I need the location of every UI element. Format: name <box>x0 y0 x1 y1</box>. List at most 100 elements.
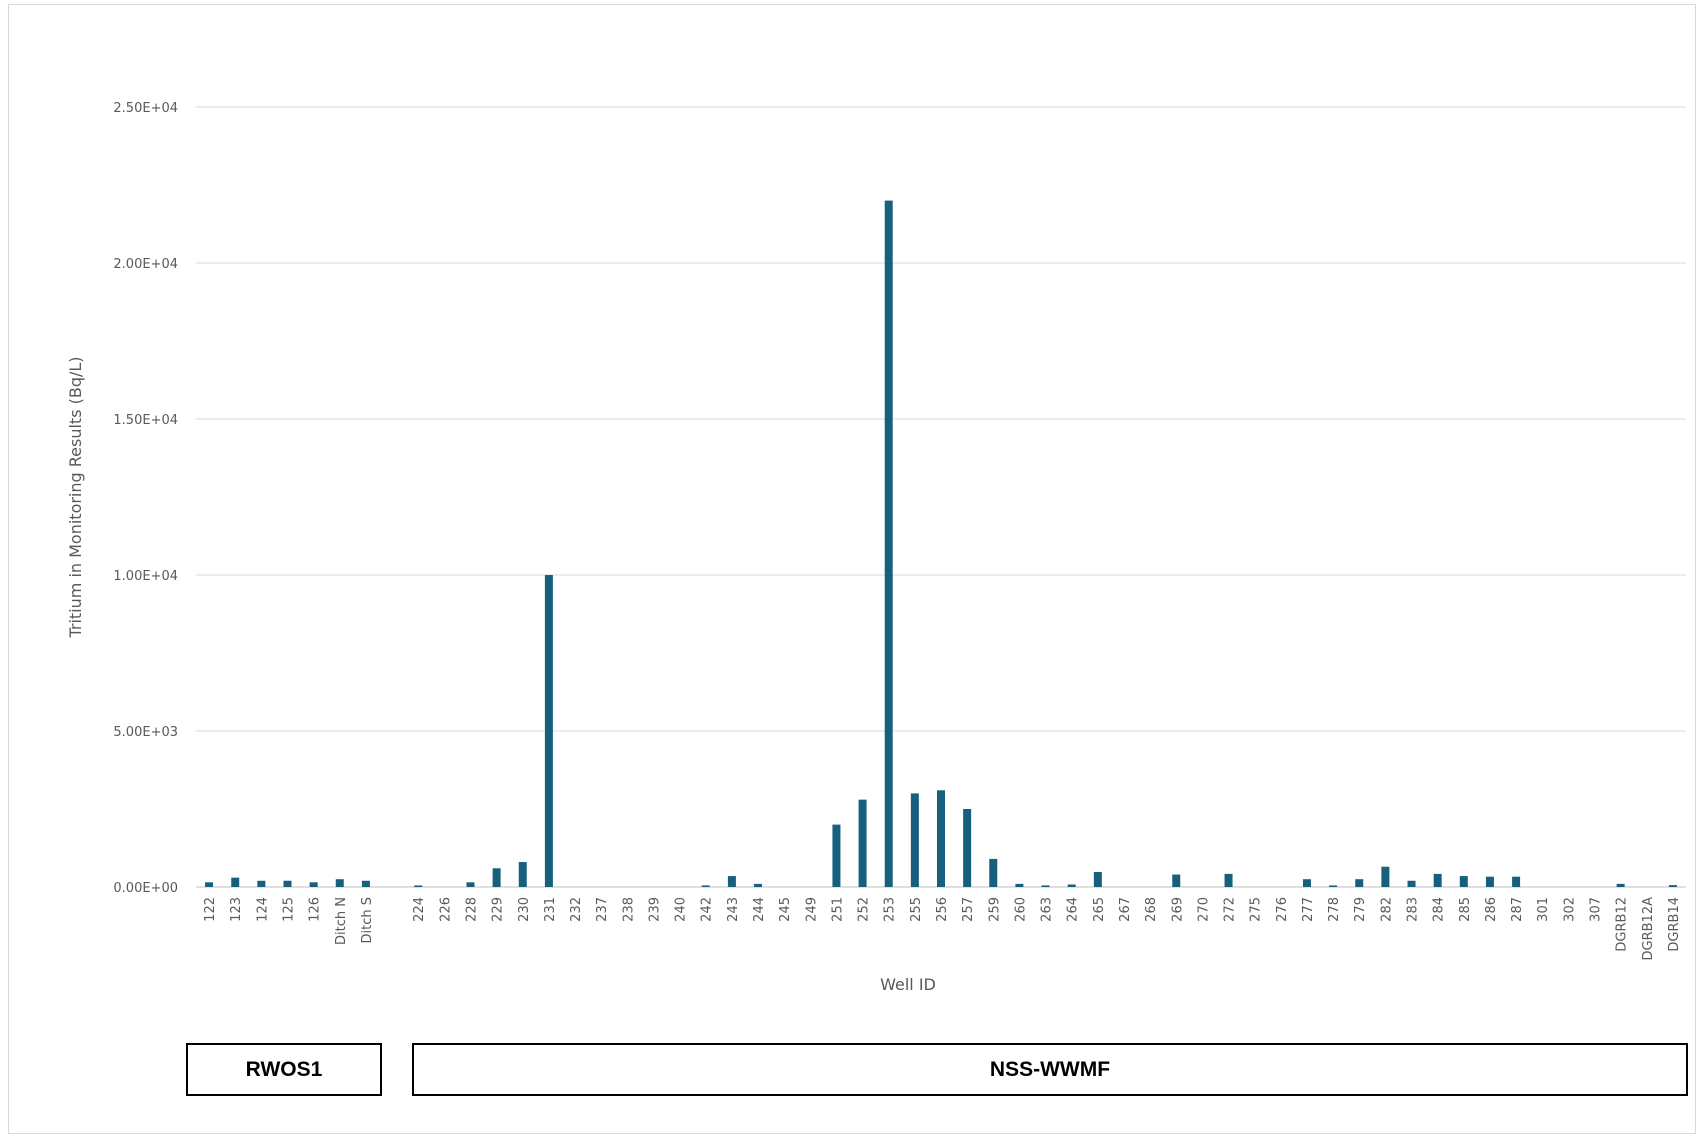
bar <box>205 882 214 887</box>
bar <box>963 809 972 887</box>
x-tick-label: 307 <box>1589 897 1604 922</box>
x-tick-label: DGRB12 <box>1615 897 1630 952</box>
x-tick-label: 259 <box>987 897 1002 922</box>
bar <box>361 880 370 887</box>
x-tick-label: 265 <box>1092 897 1107 922</box>
bar <box>1093 872 1102 887</box>
bar <box>1329 885 1338 887</box>
group-label-rwos1: RWOS1 <box>245 1057 323 1081</box>
bar <box>701 885 710 887</box>
x-tick-label: 125 <box>281 897 296 922</box>
x-tick-label: 278 <box>1327 897 1342 922</box>
x-tick-label: 272 <box>1223 897 1238 922</box>
gridlines <box>196 106 1686 888</box>
x-tick-label: 301 <box>1536 897 1551 922</box>
bar <box>1302 879 1311 887</box>
x-tick-label: 240 <box>674 897 689 922</box>
group-box-nss-wwmf: NSS-WWMF <box>412 1043 1688 1096</box>
bar <box>414 885 423 887</box>
x-tick-label: 283 <box>1406 897 1421 922</box>
bar <box>937 790 945 887</box>
x-tick-label: DGRB14 <box>1667 897 1682 952</box>
y-axis-ticks: 0.00E+00 5.00E+03 1.00E+04 1.50E+04 2.00E+04… <box>113 101 178 896</box>
x-tick-label: 252 <box>857 897 872 922</box>
bars <box>205 200 1677 888</box>
y-tick-label: 2.00E+04 <box>113 257 178 272</box>
bar <box>884 200 893 888</box>
bar <box>754 883 763 887</box>
bar <box>989 858 998 887</box>
x-tick-label: 263 <box>1040 897 1055 922</box>
bar <box>1668 885 1677 887</box>
x-tick-label: 122 <box>203 897 218 922</box>
x-tick-label: 277 <box>1301 897 1316 922</box>
group-label-nss-wwmf: NSS-WWMF <box>989 1057 1111 1081</box>
y-axis-title: Tritium in Monitoring Results (Bq/L) <box>66 356 85 638</box>
x-tick-label: 256 <box>935 897 950 922</box>
bar <box>1015 883 1024 887</box>
bar <box>1433 873 1442 887</box>
x-tick-label: 232 <box>569 897 584 922</box>
x-tick-label: Ditch S <box>360 897 375 944</box>
bar <box>466 882 475 887</box>
x-tick-label: 267 <box>1118 897 1133 922</box>
x-axis-ticks: 122 123 124 125 126 Ditch N Ditch S 224 226 228 22… <box>203 897 1682 961</box>
x-tick-label: 275 <box>1249 897 1264 922</box>
bar <box>1067 884 1076 887</box>
x-tick-label: 269 <box>1170 897 1185 922</box>
y-tick-label: 5.00E+03 <box>113 725 178 740</box>
x-tick-label: 123 <box>229 897 244 922</box>
x-tick-label: 228 <box>464 897 479 922</box>
x-tick-label: 126 <box>308 897 323 922</box>
bar <box>832 824 841 887</box>
bar <box>1485 876 1494 887</box>
bar <box>1381 866 1390 887</box>
bar <box>727 876 736 887</box>
bar <box>1224 873 1233 887</box>
chart-frame <box>8 4 1696 1134</box>
x-tick-label: 260 <box>1013 897 1028 922</box>
y-tick-label: 2.50E+04 <box>113 101 178 116</box>
x-tick-label: 229 <box>491 897 506 922</box>
x-tick-label: 239 <box>647 897 662 922</box>
y-tick-label: 1.00E+04 <box>113 569 178 584</box>
bar <box>283 880 292 887</box>
bar <box>1459 876 1468 887</box>
y-tick-label: 0.00E+00 <box>113 881 178 896</box>
bar <box>858 799 867 887</box>
bar <box>1041 885 1050 887</box>
y-tick-label: 1.50E+04 <box>113 413 178 428</box>
bar <box>335 879 344 887</box>
x-tick-label: DGRB12A <box>1641 897 1656 961</box>
bar <box>309 882 318 887</box>
x-tick-label: 287 <box>1510 897 1525 922</box>
x-tick-label: 249 <box>804 897 819 922</box>
x-tick-label: 276 <box>1275 897 1290 922</box>
bar <box>544 575 553 887</box>
x-tick-label: 257 <box>961 897 976 922</box>
x-tick-label: 231 <box>543 897 558 922</box>
x-tick-label: 238 <box>621 897 636 922</box>
bar <box>257 880 266 887</box>
bar <box>1512 876 1521 887</box>
bar <box>492 868 501 887</box>
x-tick-label: 302 <box>1562 897 1577 922</box>
bar <box>1172 874 1181 887</box>
x-tick-label: 253 <box>883 897 898 922</box>
x-tick-label: 255 <box>909 897 924 922</box>
x-tick-label: 124 <box>255 897 270 922</box>
x-tick-label: 282 <box>1379 897 1394 922</box>
x-tick-label: 286 <box>1484 897 1499 922</box>
x-axis-title: Well ID <box>880 975 936 994</box>
x-tick-label: 242 <box>700 897 715 922</box>
x-tick-label: 245 <box>778 897 793 922</box>
x-tick-label: 224 <box>412 897 427 922</box>
bar <box>1407 880 1416 887</box>
x-tick-label: 244 <box>752 897 767 922</box>
x-tick-label: 284 <box>1432 897 1447 922</box>
x-tick-label: 279 <box>1353 897 1368 922</box>
group-box-rwos1: RWOS1 <box>186 1043 382 1096</box>
bar <box>518 862 527 887</box>
bar <box>1616 883 1625 887</box>
